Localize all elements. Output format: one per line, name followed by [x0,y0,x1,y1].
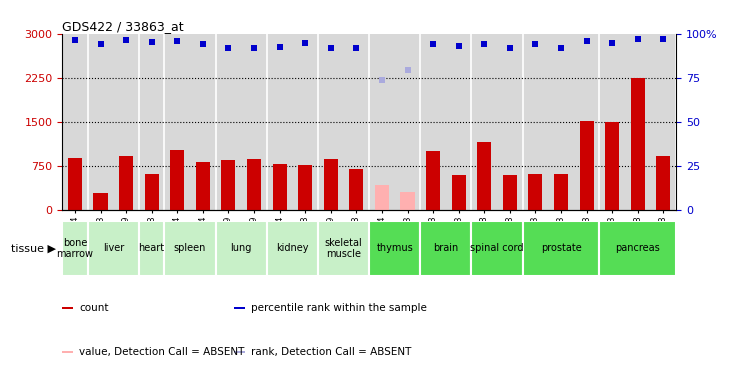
Text: GDS422 / 33863_at: GDS422 / 33863_at [62,20,183,33]
Bar [318,221,369,276]
Bar [298,165,312,210]
Bar [62,34,88,210]
Bar [62,307,73,309]
Bar [477,142,491,210]
Bar [599,221,676,276]
Bar [503,175,517,210]
Text: spinal cord: spinal cord [470,243,524,254]
Bar [139,221,164,276]
Bar [145,174,159,210]
Bar [119,156,133,210]
Bar [267,221,318,276]
Bar [523,221,599,276]
Bar [221,160,235,210]
Text: lung: lung [230,243,252,254]
Bar [471,34,523,210]
Bar [196,162,210,210]
Bar [554,174,568,210]
Bar [88,34,139,210]
Bar [349,169,363,210]
Bar [88,221,139,276]
Text: tissue ▶: tissue ▶ [11,243,56,254]
Bar [580,121,594,210]
Bar [631,78,645,210]
Bar [426,151,440,210]
Text: thymus: thymus [376,243,413,254]
Bar [164,221,216,276]
Text: kidney: kidney [276,243,308,254]
Bar [170,150,184,210]
Bar [68,158,82,210]
Text: liver: liver [102,243,124,254]
Bar [234,351,245,353]
Text: skeletal
muscle: skeletal muscle [325,238,363,259]
Bar [375,185,389,210]
Text: value, Detection Call = ABSENT: value, Detection Call = ABSENT [80,347,245,357]
Bar [529,174,542,210]
Bar [216,221,267,276]
Bar [139,34,164,210]
Text: bone
marrow: bone marrow [56,238,94,259]
Text: percentile rank within the sample: percentile rank within the sample [251,303,427,312]
Bar [452,175,466,210]
Text: heart: heart [139,243,164,254]
Bar [216,34,267,210]
Bar [420,34,471,210]
Bar [318,34,369,210]
Text: count: count [80,303,109,312]
Text: pancreas: pancreas [616,243,660,254]
Bar [369,221,420,276]
Bar [267,34,318,210]
Text: prostate: prostate [541,243,581,254]
Bar [273,164,287,210]
Bar [324,159,338,210]
Bar [471,221,523,276]
Bar [62,351,73,353]
Bar [656,156,670,210]
Text: brain: brain [433,243,458,254]
Bar [234,307,245,309]
Text: rank, Detection Call = ABSENT: rank, Detection Call = ABSENT [251,347,412,357]
Bar [420,221,471,276]
Bar [523,34,599,210]
Bar [369,34,420,210]
Bar [62,221,88,276]
Bar [605,122,619,210]
Bar [164,34,216,210]
Bar [94,193,107,210]
Bar [401,192,414,210]
Text: spleen: spleen [174,243,206,254]
Bar [599,34,676,210]
Bar [247,159,261,210]
